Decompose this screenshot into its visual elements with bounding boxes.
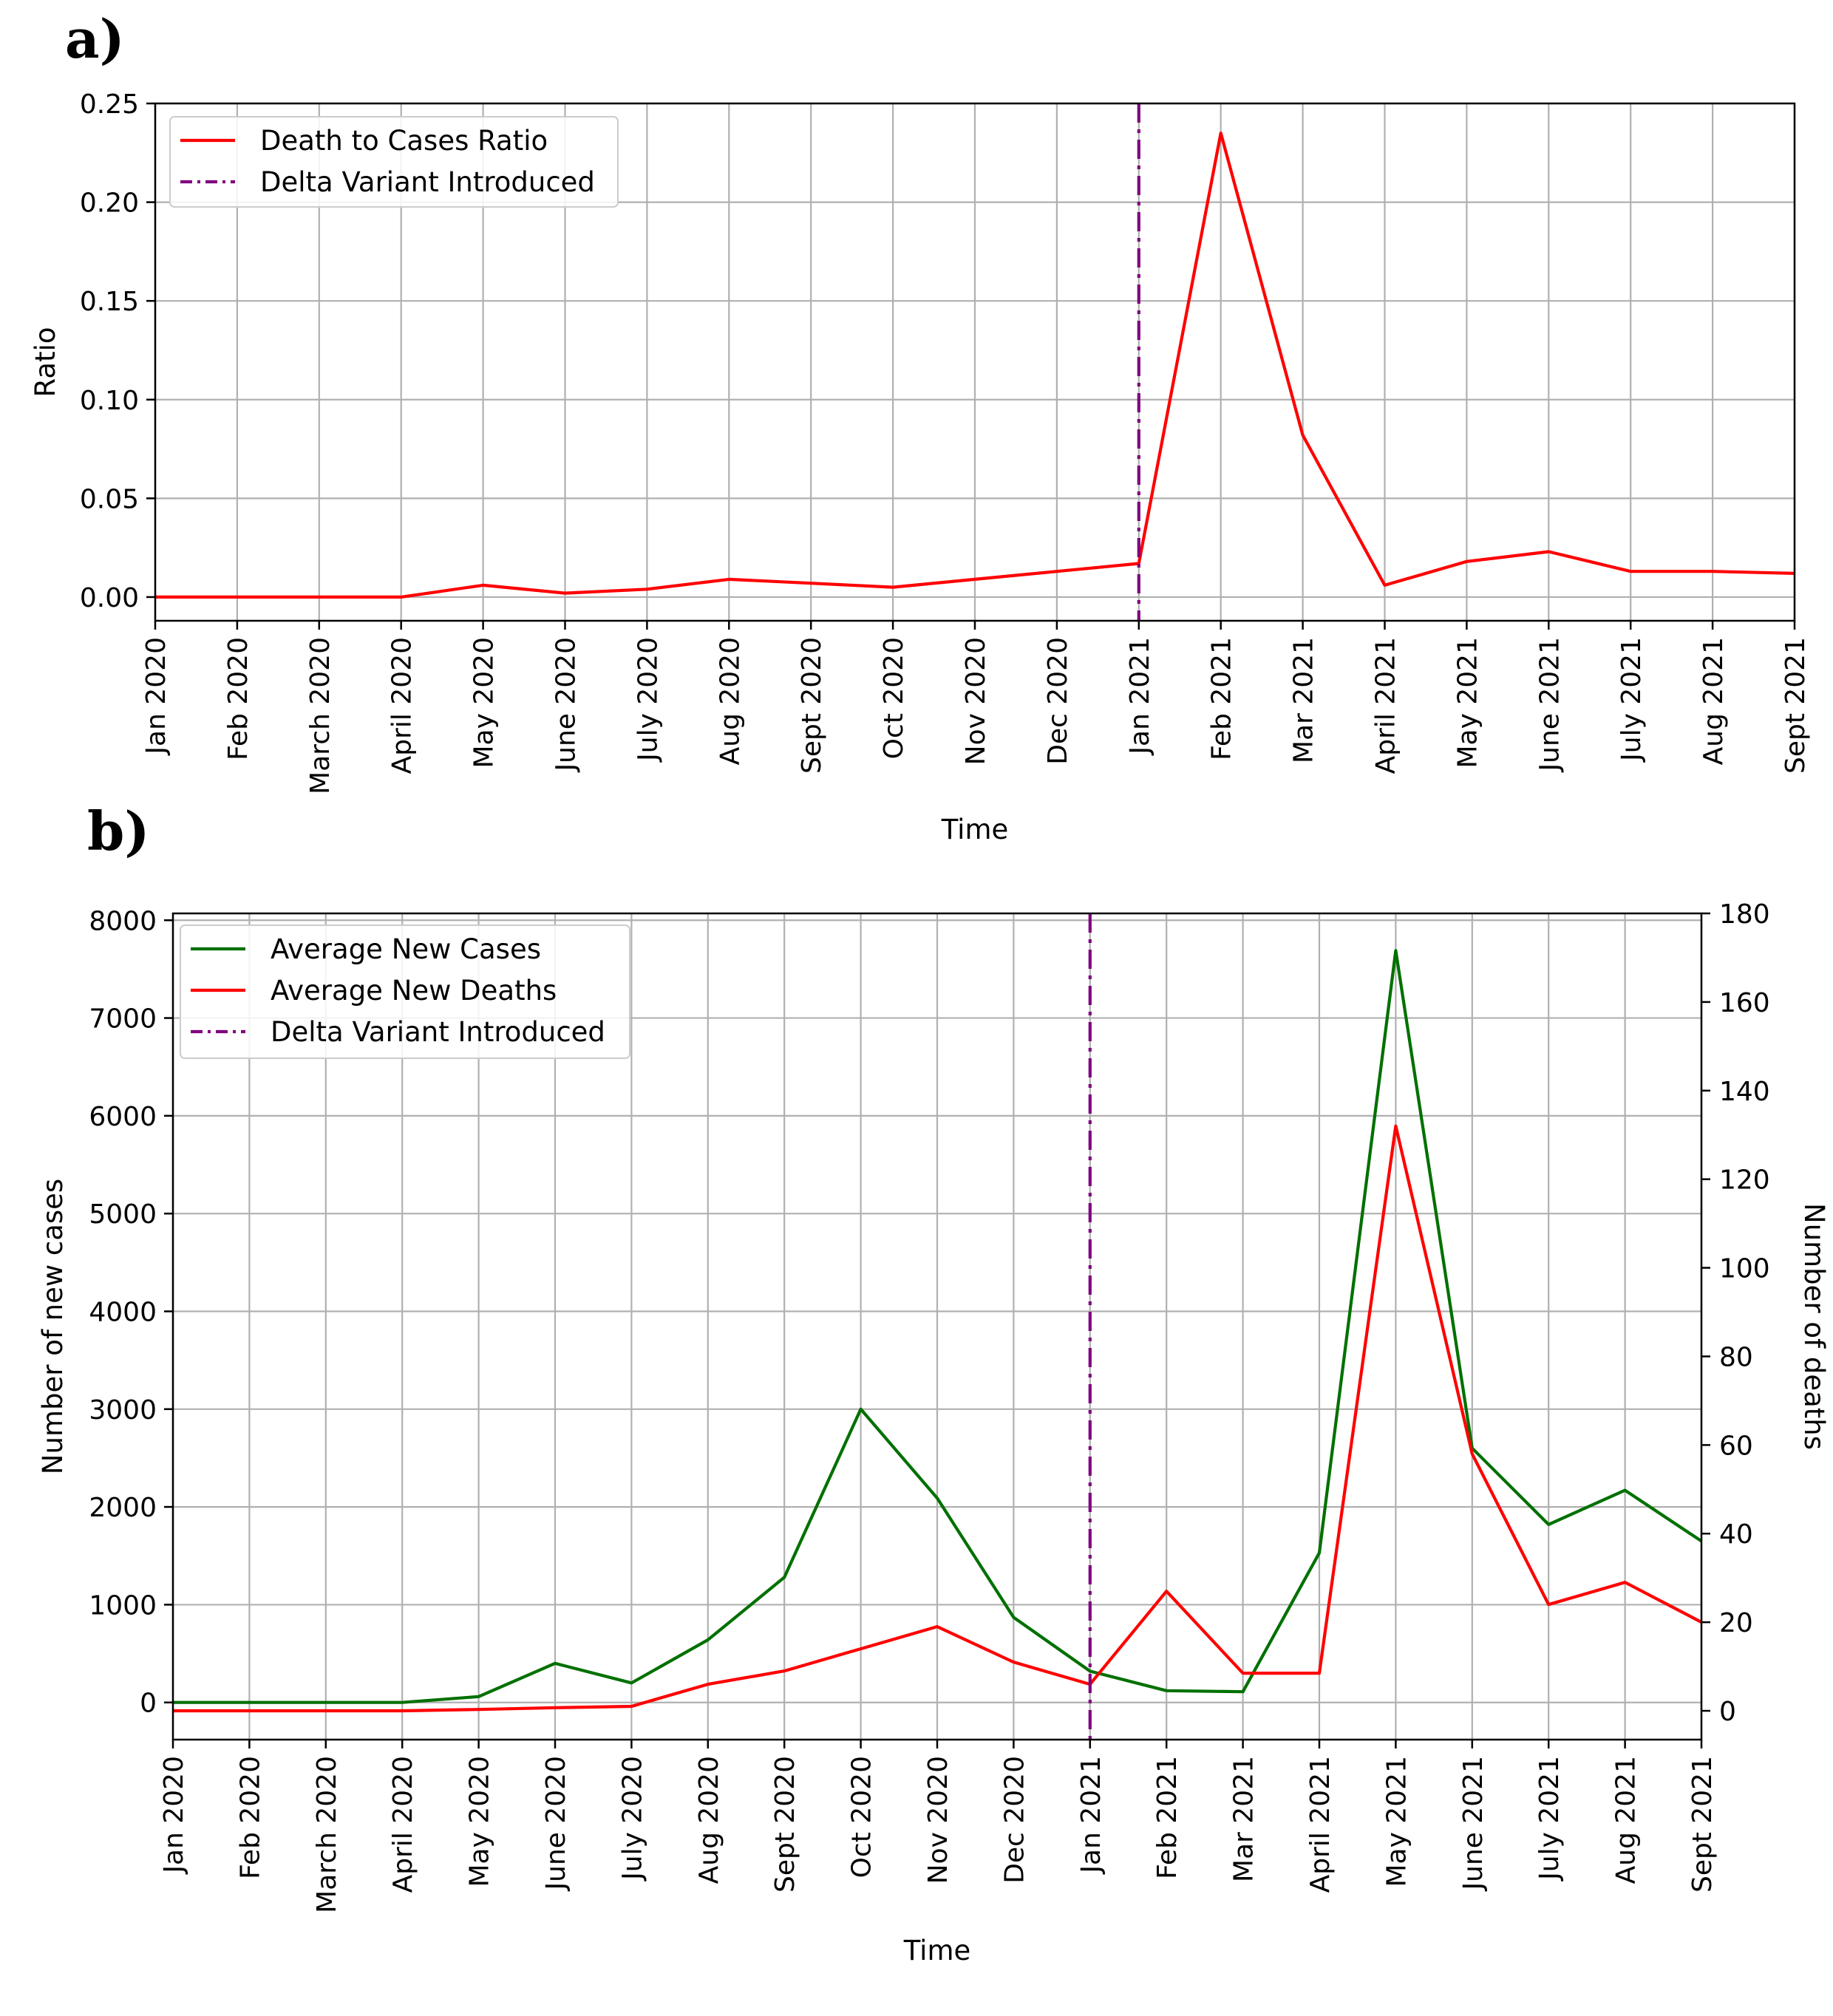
y-right-axis-title: Number of deaths [1798,1203,1830,1450]
x-tick-label: March 2020 [312,1756,342,1913]
y-right-tick-label: 140 [1719,1077,1770,1107]
y-tick-label: 0.25 [80,89,139,120]
x-tick-label: Sept 2021 [1781,637,1811,774]
legend-box [180,924,630,1059]
x-tick-label: July 2021 [1616,637,1647,763]
x-tick-label: Jan 2020 [141,637,171,756]
x-tick-label: Oct 2020 [879,637,909,759]
x-tick-label: Sept 2020 [797,637,827,774]
x-tick-label: Nov 2020 [923,1756,953,1884]
legend-label-average-new-cases: Average New Cases [271,933,541,965]
y-tick-label: 3000 [89,1395,157,1426]
y-right-tick-label: 40 [1719,1519,1753,1550]
x-axis-title: Time [941,814,1009,845]
x-tick-label: Nov 2020 [961,637,991,765]
y-tick-label: 1000 [89,1590,157,1621]
legend-label-death-to-cases-ratio: Death to Cases Ratio [260,125,548,157]
y-tick-label: 0 [140,1689,157,1719]
y-right-tick-label: 0 [1719,1697,1736,1727]
x-tick-label: Feb 2020 [223,637,254,760]
y-right-tick-label: 160 [1719,988,1770,1018]
panel-b-label: b) [87,800,149,862]
y-axis-title: Number of new cases [37,1179,69,1474]
y-tick-label: 7000 [89,1004,157,1035]
x-tick-label: June 2020 [551,637,582,772]
x-tick-label: July 2020 [617,1756,647,1882]
y-right-tick-label: 80 [1719,1342,1753,1372]
series-line-average-new-cases [173,949,1703,1704]
y-tick-label: 5000 [89,1199,157,1230]
x-tick-label: May 2020 [469,637,500,769]
chart-b: Jan 2020 Feb 2020 March 2020 April 2020 May … [37,899,1830,1966]
x-tick-label: Mar 2021 [1229,1756,1259,1882]
x-tick-label: Mar 2021 [1289,637,1319,763]
x-tick-label: Aug 2020 [715,637,745,765]
y-right-tick-label: 20 [1719,1608,1753,1638]
x-tick-label: Sept 2020 [770,1756,800,1893]
panel-a-label: a) [65,7,125,70]
x-tick-label: Jan 2021 [1076,1756,1106,1875]
x-tick-label: July 2021 [1534,1756,1565,1882]
y-axis-title: Ratio [30,327,61,398]
x-tick-label: Sept 2021 [1687,1756,1718,1893]
y-right-tick-label: 120 [1719,1165,1770,1196]
y-tick-label: 6000 [89,1102,157,1132]
y-tick-label: 0.20 [80,188,139,219]
x-tick-label: March 2020 [305,637,336,794]
x-tick-label: May 2021 [1452,637,1483,769]
y-tick-label: 0.05 [80,484,139,514]
x-tick-label: April 2020 [388,1756,418,1893]
x-tick-label: June 2020 [541,1756,571,1891]
x-tick-label: May 2020 [465,1756,495,1887]
x-tick-label: April 2020 [387,637,418,774]
x-tick-label: Feb 2021 [1207,637,1237,760]
legend-label-delta-variant-introduced: Delta Variant Introduced [260,166,595,198]
x-tick-label: June 2021 [1534,637,1565,772]
y-tick-label: 8000 [89,906,157,936]
x-tick-label: April 2021 [1305,1756,1336,1893]
legend-box [169,116,619,208]
x-tick-label: July 2020 [633,637,663,763]
x-tick-label: Aug 2021 [1698,637,1729,765]
x-tick-label: June 2021 [1458,1756,1489,1891]
x-tick-label: Aug 2020 [694,1756,724,1884]
x-tick-label: Aug 2021 [1611,1756,1642,1884]
x-tick-label: Oct 2020 [847,1756,877,1878]
x-tick-label: Dec 2020 [999,1756,1030,1884]
y-right-tick-label: 60 [1719,1431,1753,1461]
x-tick-label: April 2021 [1371,637,1401,774]
y-tick-label: 0.15 [80,287,139,317]
series-line-death-to-cases-ratio [155,132,1795,599]
legend-label-delta-variant-introduced: Delta Variant Introduced [271,1016,605,1048]
x-tick-label: Jan 2021 [1125,637,1155,756]
chart-a: Jan 2020 Feb 2020 March 2020 April 2020 May … [30,89,1811,845]
x-tick-label: Feb 2021 [1152,1756,1183,1879]
y-right-tick-label: 180 [1719,899,1770,930]
x-tick-label: Dec 2020 [1043,637,1073,765]
y-tick-label: 4000 [89,1297,157,1327]
y-tick-label: 2000 [89,1493,157,1523]
x-tick-label: May 2021 [1381,1756,1412,1887]
y-right-tick-label: 100 [1719,1254,1770,1284]
x-tick-label: Jan 2020 [159,1756,189,1875]
series-line-average-new-deaths [173,1124,1702,1713]
y-tick-label: 0.10 [80,386,139,416]
y-tick-label: 0.00 [80,583,139,613]
legend-label-average-new-deaths: Average New Deaths [271,975,557,1007]
x-tick-label: Feb 2020 [235,1756,265,1879]
x-axis-title: Time [903,1935,971,1966]
